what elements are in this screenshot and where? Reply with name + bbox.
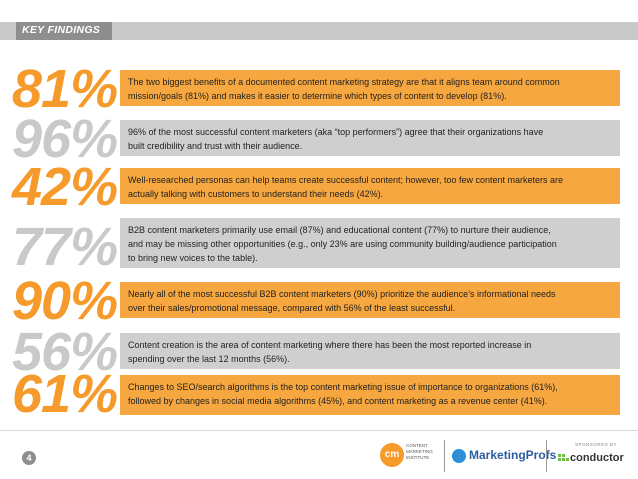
finding-text-box: The two biggest benefits of a documented… bbox=[120, 70, 620, 106]
finding-text-box: Changes to SEO/search algorithms is the … bbox=[120, 375, 620, 415]
finding-line: The two biggest benefits of a documented… bbox=[128, 77, 560, 87]
finding-stat: 90% bbox=[12, 271, 118, 331]
finding-stat: 56% bbox=[12, 322, 118, 382]
finding-stat: 81% bbox=[12, 59, 118, 119]
finding-line: B2B content marketers primarily use emai… bbox=[128, 225, 551, 235]
finding-line: built credibility and trust with their a… bbox=[128, 141, 303, 151]
cmi-line: INSTITUTE bbox=[406, 455, 430, 460]
marketingprofs-wordmark: MarketingProfs bbox=[469, 448, 557, 462]
finding-line: Well-researched personas can help teams … bbox=[128, 175, 564, 185]
finding-line: Content creation is the area of content … bbox=[128, 340, 532, 350]
cmi-logo-text: CONTENT MARKETING INSTITUTE bbox=[406, 443, 433, 461]
finding-line: Changes to SEO/search algorithms is the … bbox=[128, 382, 558, 392]
finding-line: Nearly all of the most successful B2B co… bbox=[128, 289, 556, 299]
finding-stat: 42% bbox=[12, 157, 118, 217]
finding-text-box: 96% of the most successful content marke… bbox=[120, 120, 620, 156]
finding-line: over their sales/promotional message, co… bbox=[128, 303, 456, 313]
finding-line: and may be missing other opportunities (… bbox=[128, 239, 557, 249]
finding-line: actually talking with customers to under… bbox=[128, 189, 384, 199]
marketingprofs-icon bbox=[452, 449, 466, 463]
finding-line: mission/goals (81%) and makes it easier … bbox=[128, 91, 507, 101]
logo-separator bbox=[546, 440, 547, 472]
finding-text-box: B2B content marketers primarily use emai… bbox=[120, 218, 620, 268]
conductor-wordmark: conductor bbox=[570, 452, 624, 464]
logo-separator bbox=[444, 440, 445, 472]
finding-line: 96% of the most successful content marke… bbox=[128, 127, 544, 137]
finding-text-box: Nearly all of the most successful B2B co… bbox=[120, 282, 620, 318]
footer-divider bbox=[0, 430, 638, 431]
cmi-logo: cm CONTENT MARKETING INSTITUTE bbox=[380, 440, 440, 470]
finding-text-box: Content creation is the area of content … bbox=[120, 333, 620, 369]
finding-stat: 96% bbox=[12, 109, 118, 169]
header-band bbox=[0, 22, 638, 40]
sponsored-by-label: SPONSORED BY bbox=[575, 442, 618, 447]
key-findings-tab: KEY FINDINGS bbox=[16, 22, 112, 40]
finding-text-box: Well-researched personas can help teams … bbox=[120, 168, 620, 204]
page-number: 4 bbox=[22, 451, 36, 465]
finding-line: followed by changes in social media algo… bbox=[128, 396, 548, 406]
cmi-logo-mark: cm bbox=[380, 443, 404, 467]
finding-line: spending over the last 12 months (56%). bbox=[128, 354, 290, 364]
finding-stat: 77% bbox=[12, 217, 118, 277]
conductor-icon bbox=[558, 454, 569, 464]
key-findings-label: KEY FINDINGS bbox=[22, 24, 101, 36]
cmi-line: MARKETING bbox=[406, 449, 433, 454]
cmi-line: CONTENT bbox=[406, 443, 428, 448]
finding-line: to bring new voices to the table). bbox=[128, 253, 258, 263]
finding-stat: 61% bbox=[12, 364, 118, 424]
